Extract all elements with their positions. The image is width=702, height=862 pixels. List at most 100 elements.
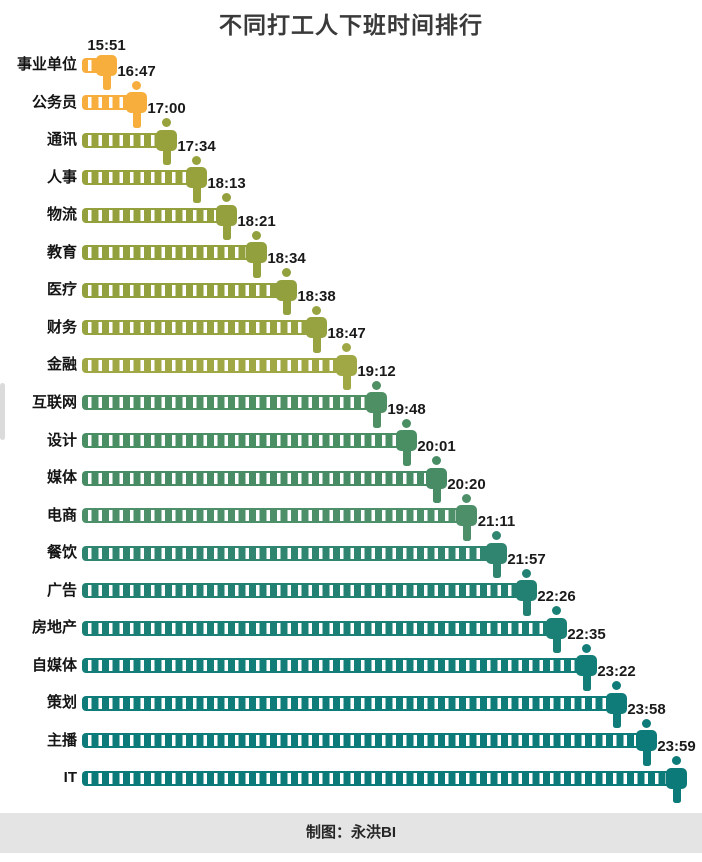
category-label: 电商	[46, 506, 77, 524]
category-label: 广告	[46, 581, 77, 599]
category-label: 金融	[46, 356, 77, 374]
bar-segmented[interactable]	[82, 132, 175, 148]
bar-segmented[interactable]	[82, 282, 295, 298]
bar-segmented[interactable]	[82, 395, 385, 411]
category-label: 公务员	[31, 93, 77, 111]
person-body-icon[interactable]	[606, 692, 627, 714]
person-body-icon[interactable]	[576, 655, 597, 677]
time-value-label: 22:35	[567, 625, 606, 643]
bar-segmented[interactable]	[82, 207, 235, 223]
person-leg-icon	[582, 675, 591, 691]
category-label: 设计	[46, 431, 77, 449]
time-value-label: 23:22	[597, 663, 636, 681]
time-value-label: 22:26	[537, 588, 576, 606]
person-leg-icon	[552, 637, 561, 654]
bar-segmented[interactable]	[82, 545, 505, 561]
person-head-icon	[432, 456, 441, 466]
person-body-icon[interactable]	[216, 204, 237, 226]
person-body-icon[interactable]	[366, 392, 387, 414]
bar-segmented[interactable]	[82, 320, 325, 336]
category-label: 房地产	[31, 619, 77, 637]
person-leg-icon	[342, 374, 351, 391]
bar-segmented[interactable]	[82, 508, 475, 524]
person-head-icon	[552, 606, 561, 616]
person-body-icon[interactable]	[666, 767, 687, 789]
person-body-icon[interactable]	[396, 430, 417, 451]
bar-segmented[interactable]	[82, 733, 655, 749]
person-leg-icon	[252, 262, 261, 278]
person-body-icon[interactable]	[486, 542, 507, 564]
person-leg-icon	[282, 299, 291, 316]
person-head-icon	[582, 643, 591, 653]
person-leg-icon	[402, 450, 411, 466]
bar-segmented[interactable]	[82, 433, 415, 448]
person-body-icon[interactable]	[246, 242, 267, 264]
person-head-icon	[612, 681, 621, 691]
person-leg-icon	[372, 412, 381, 428]
person-leg-icon	[192, 187, 201, 203]
person-head-icon	[282, 268, 291, 278]
category-label: 餐饮	[46, 544, 77, 562]
time-value-label: 20:01	[417, 438, 456, 456]
time-value-label: 17:00	[147, 100, 186, 118]
bar-segmented[interactable]	[82, 770, 685, 786]
person-body-icon[interactable]	[96, 54, 117, 76]
category-label: 医疗	[46, 281, 77, 299]
time-value-label: 15:51	[76, 36, 137, 54]
person-head-icon	[372, 380, 381, 390]
footer-bar: 制图：永洪BI	[0, 813, 702, 853]
category-label: 人事	[46, 168, 77, 186]
bar-segmented[interactable]	[82, 470, 445, 486]
time-value-label: 21:11	[477, 513, 516, 531]
person-body-icon[interactable]	[516, 580, 537, 602]
person-head-icon	[492, 531, 501, 541]
person-leg-icon	[432, 487, 441, 504]
time-value-label: 18:21	[237, 212, 276, 230]
person-head-icon	[522, 568, 531, 578]
bar-segmented[interactable]	[82, 357, 355, 373]
person-body-icon[interactable]	[336, 354, 357, 376]
person-leg-icon	[222, 224, 231, 241]
person-head-icon	[162, 118, 171, 128]
person-leg-icon	[522, 600, 531, 616]
category-label: 物流	[46, 206, 77, 224]
person-body-icon[interactable]	[156, 129, 177, 151]
person-leg-icon	[312, 337, 321, 353]
person-body-icon[interactable]	[546, 617, 567, 639]
person-head-icon	[252, 230, 261, 240]
time-value-label: 20:20	[447, 475, 486, 493]
bar-segmented[interactable]	[82, 583, 535, 599]
person-body-icon[interactable]	[456, 505, 477, 527]
person-leg-icon	[492, 562, 501, 579]
category-label: 策划	[46, 694, 77, 712]
time-value-label: 18:38	[297, 287, 336, 305]
bar-segmented[interactable]	[82, 658, 595, 674]
person-body-icon[interactable]	[276, 279, 297, 301]
category-label: 通讯	[46, 131, 77, 149]
bar-segmented[interactable]	[82, 620, 565, 636]
person-body-icon[interactable]	[186, 167, 207, 189]
time-value-label: 21:57	[507, 550, 546, 568]
person-body-icon[interactable]	[426, 467, 447, 489]
bar-segmented[interactable]	[82, 170, 205, 186]
person-body-icon[interactable]	[636, 730, 657, 752]
person-head-icon	[192, 155, 201, 165]
person-leg-icon	[612, 712, 621, 729]
footer-credit: 制图：永洪BI	[305, 824, 396, 841]
person-head-icon	[402, 418, 411, 428]
person-body-icon[interactable]	[306, 317, 327, 339]
left-scrollbar-thumb[interactable]	[0, 383, 5, 440]
person-head-icon	[462, 493, 471, 503]
category-label: 媒体	[46, 469, 77, 487]
bar-segmented[interactable]	[82, 245, 265, 261]
person-leg-icon	[462, 525, 471, 541]
time-value-label: 17:34	[177, 137, 216, 155]
bar-chart: 事业单位 15:51 公务员 16:47 通讯 17:00 人事 17:34 物流 18:13 教育…	[17, 36, 696, 804]
person-head-icon	[312, 305, 321, 315]
category-label: IT	[63, 769, 77, 787]
person-leg-icon	[672, 787, 681, 804]
bar-segmented[interactable]	[82, 695, 625, 711]
time-value-label: 18:13	[207, 175, 246, 193]
person-body-icon[interactable]	[126, 92, 147, 114]
